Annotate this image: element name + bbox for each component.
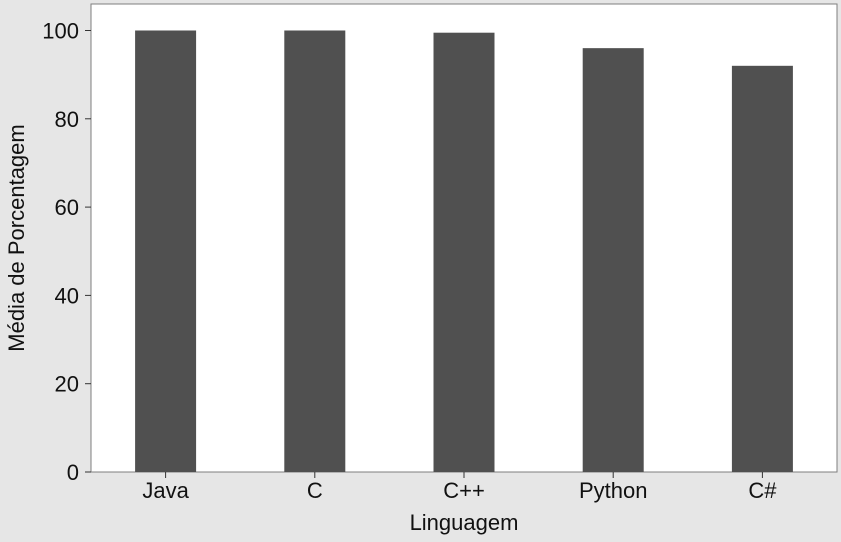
y-tick-label: 60 [55,195,79,220]
y-axis: 0 20 40 60 80 100 [42,18,91,485]
x-axis: Java C C++ Python C# [142,472,777,503]
x-tick-label: Java [142,478,189,503]
x-tick-label: C [307,478,323,503]
y-axis-title: Média de Porcentagem [4,124,29,351]
y-tick-label: 100 [42,18,79,43]
x-tick-label: C# [748,478,777,503]
y-tick-label: 20 [55,372,79,397]
y-tick-label: 0 [67,460,79,485]
bar-python [582,48,644,473]
y-tick-label: 40 [55,283,79,308]
x-tick-label: C++ [443,478,485,503]
bar-java [135,30,197,472]
x-axis-title: Linguagem [410,510,519,535]
bar-c [284,30,346,472]
y-tick-label: 80 [55,107,79,132]
bar-c [731,65,793,473]
bars [135,30,793,473]
bar-c [433,32,495,472]
x-tick-label: Python [579,478,648,503]
